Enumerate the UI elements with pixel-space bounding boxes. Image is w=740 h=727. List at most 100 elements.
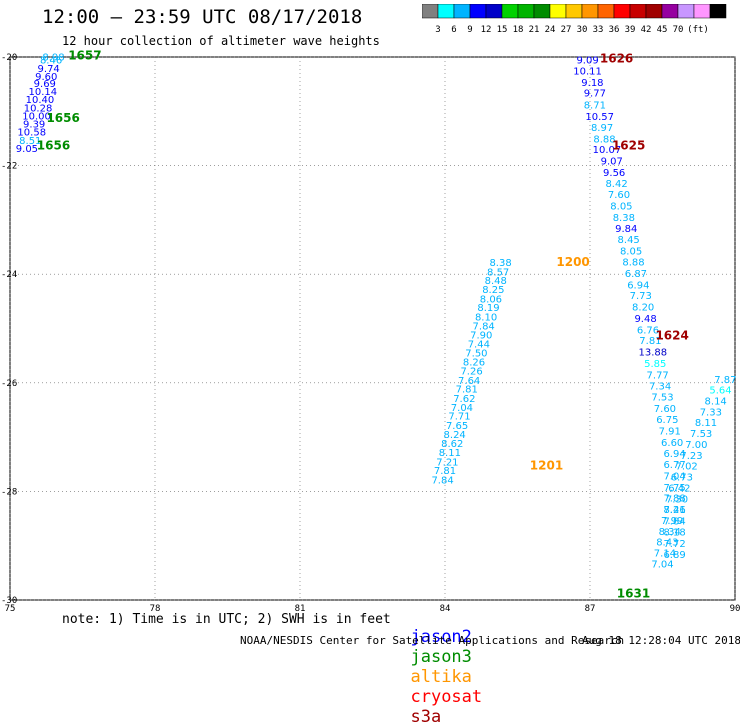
wave-height-label: 6.87 [625,269,647,280]
wave-height-label: 8.98 [42,52,64,63]
wave-height-label: 8.57 [487,267,509,278]
wave-height-label: 8.05 [610,202,632,213]
wave-height-label: 9.60 [35,72,57,83]
wave-height-label: 8.34 [659,527,681,538]
wave-height-label: 7.81 [456,385,478,396]
x-tick-label: 90 [730,604,740,614]
wave-height-label: 10.00 [22,111,51,122]
wave-height-label: 7.26 [460,367,482,378]
y-tick-label: -30 [1,596,17,606]
wave-height-label: 7.00 [685,440,707,451]
wave-height-label: 8.62 [441,439,463,450]
wave-height-label: 8.51 [19,136,41,147]
wave-height-label: 7.30 [666,494,688,505]
wave-height-label: 8.42 [605,179,627,190]
wave-height-label: 8.05 [620,247,642,258]
wave-height-label: 8.21 [663,505,685,516]
wave-height-label: 7.91 [659,426,681,437]
wave-height-label: 10.28 [24,103,53,114]
colorbar-label: 36 [609,25,620,35]
wave-height-label: 6.75 [656,415,678,426]
colorbar-label: 12 [481,25,492,35]
wave-height-label: 10.11 [573,66,602,77]
wave-height-label: 7.04 [663,471,685,482]
satellite-legend: jason2 jason3 altika cryosat s3a [390,607,494,727]
wave-height-label: 7.60 [654,404,676,415]
wave-height-label: 7.90 [470,330,492,341]
wave-height-label: 8.14 [705,397,727,408]
wave-height-label: 7.84 [663,517,685,528]
wave-height-label: 7.81 [639,336,661,347]
y-tick-label: -28 [1,487,17,497]
wave-height-label: 8.06 [480,294,502,305]
wave-height-label: 8.97 [591,123,613,134]
wave-height-label: 5.64 [709,386,731,397]
generated-timestamp: Aug 18 12:28:04 UTC 2018 [582,634,740,647]
wave-height-label: 6.76 [637,325,659,336]
wave-height-label: 8.26 [463,357,485,368]
pass-time-label: 1656 [46,111,79,125]
wave-height-label: 6.77 [663,460,685,471]
wave-height-label: 8.38 [613,213,635,224]
plot-area: 75 78 81 84 87 90-20-22-24-26-28-308.988.469.… [1,49,740,614]
colorbar-label: 30 [577,25,588,35]
wave-height-label: 9.48 [634,314,656,325]
wave-height-label: 7.88 [663,494,685,505]
wave-height-label: 7.84 [473,322,495,333]
legend-cryosat: cryosat [410,687,483,707]
wave-height-label: 8.24 [444,430,466,441]
colorbar-swatch [709,4,727,19]
wave-height-label: 10.14 [29,87,58,98]
credit-line: NOAA/NESDIS Center for Satellite Applica… [240,634,625,647]
pass-time-label: 1656 [37,138,70,152]
wave-height-label: 7.44 [468,340,490,351]
wave-height-label: 9.77 [584,89,606,100]
wave-height-label: 7.33 [700,407,722,418]
wave-height-label: 6.94 [663,449,685,460]
wave-height-label: 7.75 [663,483,685,494]
wave-height-label: 9.39 [23,120,45,131]
wave-height-label: 7.21 [436,457,458,468]
wave-height-label: 8.45 [618,235,640,246]
wave-height-label: 8.38 [489,258,511,269]
colorbar: 3 6 9 12 15 18 21 24 27 30 33 36 39 42 45 70 (ft) [422,4,727,35]
wave-height-label: 7.81 [434,466,456,477]
x-tick-label: 81 [295,604,306,614]
wave-height-label: 7.77 [647,370,669,381]
chart-title: 12:00 – 23:59 UTC 08/17/2018 [42,6,363,28]
wave-height-label: 8.18 [663,527,685,538]
colorbar-label: 6 [451,25,456,35]
wave-height-label: 9.05 [16,144,38,155]
x-tick-label: 78 [150,604,161,614]
x-tick-label: 87 [585,604,596,614]
colorbar-label: 3 [435,25,440,35]
wave-height-label: 8.20 [632,303,654,314]
wave-height-label: 7.53 [651,393,673,404]
wave-height-label: 6.60 [661,438,683,449]
colorbar-label: 42 [641,25,652,35]
wave-height-label: 7.23 [680,451,702,462]
wave-height-label: 8.88 [593,134,615,145]
colorbar-label: 24 [545,25,556,35]
pass-time-label: 1631 [617,586,650,600]
colorbar-label: 15 [497,25,508,35]
wave-height-label: 13.88 [639,348,668,359]
wave-height-label: 7.62 [453,394,475,405]
pass-time-label: 1201 [530,459,563,473]
wave-height-label: 9.74 [38,64,60,75]
wave-height-label: 8.88 [622,258,644,269]
y-tick-label: -26 [1,379,17,389]
wave-height-label: 10.40 [26,95,55,106]
wave-height-label: 7.53 [690,429,712,440]
wave-height-label: 8.10 [475,312,497,323]
y-tick-label: -20 [1,53,17,63]
wave-height-label: 8.11 [695,418,717,429]
colorbar-label: (ft) [687,25,709,35]
colorbar-label: 45 [657,25,668,35]
wave-height-label: 8.71 [584,101,606,112]
wave-height-label: 7.34 [649,381,671,392]
wave-height-label: 10.07 [593,145,622,156]
legend-jason2: jason2 [410,627,472,647]
colorbar-label: 9 [467,25,472,35]
wave-height-label: 5.85 [644,359,666,370]
